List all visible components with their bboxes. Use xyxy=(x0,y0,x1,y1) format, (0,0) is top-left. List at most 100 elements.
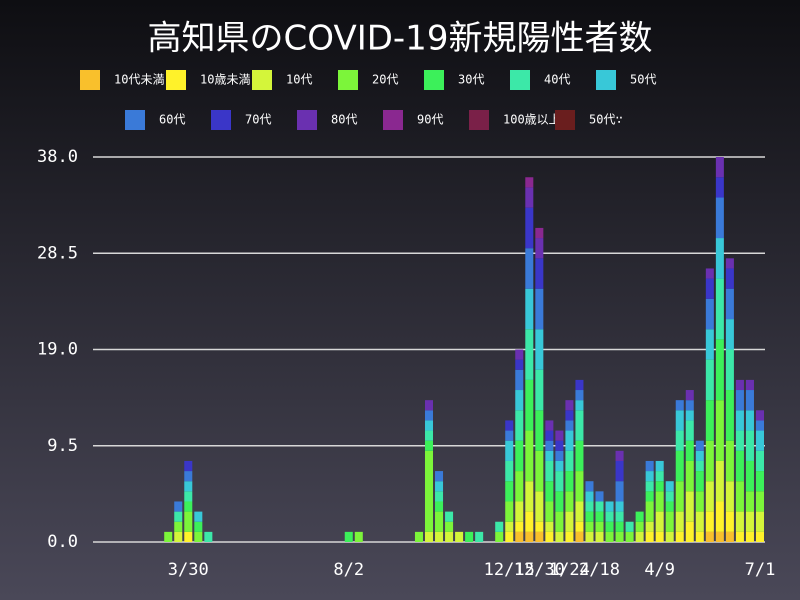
y-tick-label: 38.0 xyxy=(37,147,78,167)
bar-segment xyxy=(555,450,564,461)
x-tick-label: 3/30 xyxy=(168,560,209,580)
bar-segment xyxy=(505,440,514,461)
legend-label: 20代 xyxy=(372,73,398,87)
bar-segment xyxy=(675,511,684,532)
bar-segment xyxy=(545,501,554,522)
bar-segment xyxy=(565,511,574,532)
bar-segment xyxy=(545,531,554,542)
x-tick-label: 8/2 xyxy=(333,560,364,580)
legend-label: 60代 xyxy=(159,113,185,127)
bar-segment xyxy=(665,531,674,542)
bar-segment xyxy=(525,430,534,482)
bar-segment xyxy=(495,521,504,532)
bar-segment xyxy=(565,420,574,431)
legend-swatch xyxy=(424,70,444,90)
legend-label: 10代 xyxy=(286,73,312,87)
bar-segment xyxy=(695,471,704,492)
bar-segment xyxy=(344,531,353,542)
bar-segment xyxy=(565,430,574,451)
bar-segment xyxy=(615,460,624,482)
bar-segment xyxy=(725,511,734,532)
bar-segment xyxy=(505,430,514,441)
bar-segment xyxy=(585,501,594,512)
bar-segment xyxy=(615,481,624,502)
bar-segment xyxy=(725,319,734,350)
bar-segment xyxy=(665,511,674,532)
bar-segment xyxy=(414,531,423,542)
bar-segment xyxy=(455,531,464,542)
bar-segment xyxy=(755,420,764,431)
x-tick-label: 4/9 xyxy=(644,560,675,580)
bar-segment xyxy=(505,420,514,431)
bar-segment xyxy=(535,288,544,330)
bar-segment xyxy=(505,481,514,502)
bar-segment xyxy=(515,440,524,472)
bar-segment xyxy=(505,501,514,522)
bar-segment xyxy=(605,531,614,542)
bar-segment xyxy=(755,410,764,421)
bar-segment xyxy=(515,410,524,441)
bar-segment xyxy=(715,501,724,532)
bar-segment xyxy=(505,460,514,482)
bar-segment xyxy=(665,501,674,512)
bar-segment xyxy=(525,187,534,208)
bar-segment xyxy=(595,531,604,542)
bar-segment xyxy=(545,450,554,461)
bar-segment xyxy=(685,460,694,492)
legend-swatch xyxy=(596,70,616,90)
y-tick-label: 28.5 xyxy=(37,243,78,263)
bar-segment xyxy=(715,278,724,340)
bar-segment xyxy=(685,400,694,411)
bar-segment xyxy=(685,390,694,401)
bar-segment xyxy=(525,531,534,542)
bar-segment xyxy=(745,410,754,431)
bar-segment xyxy=(695,450,704,461)
legend-swatch xyxy=(555,110,575,130)
bar-segment xyxy=(565,410,574,421)
bar-segment xyxy=(174,511,183,522)
bar-segment xyxy=(575,531,584,542)
bar-segment xyxy=(755,491,764,512)
bar-segment xyxy=(645,521,654,532)
bar-segment xyxy=(565,531,574,542)
bar-segment xyxy=(665,481,674,492)
x-tick-label: 12/15 xyxy=(484,560,535,580)
bar-segment xyxy=(695,511,704,532)
bar-segment xyxy=(685,491,694,522)
bar-segment xyxy=(575,390,584,401)
bar-segment xyxy=(755,531,764,542)
bar-segment xyxy=(424,531,434,542)
bar-segment xyxy=(545,521,554,532)
x-tick-label: 1/24 xyxy=(549,560,590,580)
bar-segment xyxy=(465,531,474,542)
bar-segment xyxy=(685,521,694,542)
bar-segment xyxy=(515,531,524,542)
bar-segment xyxy=(525,329,534,380)
bar-segment xyxy=(424,420,434,431)
bar-segment xyxy=(755,511,764,532)
bar-segment xyxy=(525,177,534,188)
bar-segment xyxy=(725,258,734,269)
bar-segment xyxy=(575,440,584,472)
legend-swatch xyxy=(510,70,530,90)
bar-segment xyxy=(655,491,664,512)
bar-segment xyxy=(735,531,744,542)
bar-segment xyxy=(445,531,454,542)
legend-label: 80代 xyxy=(331,113,357,127)
bar-segment xyxy=(445,521,454,532)
bar-segment xyxy=(725,268,734,289)
bar-segment xyxy=(545,420,554,431)
bar-segment xyxy=(424,430,434,441)
bar-segment xyxy=(735,410,744,431)
bar-segment xyxy=(515,359,524,370)
bar-segment xyxy=(595,491,604,502)
bar-segment xyxy=(204,531,213,542)
bar-segment xyxy=(565,400,574,411)
bar-segment xyxy=(515,390,524,411)
legend-swatch xyxy=(211,110,231,130)
bar-segment xyxy=(435,481,444,492)
bar-segment xyxy=(645,481,654,492)
bar-segment xyxy=(184,481,193,492)
bar-segment xyxy=(585,481,594,492)
